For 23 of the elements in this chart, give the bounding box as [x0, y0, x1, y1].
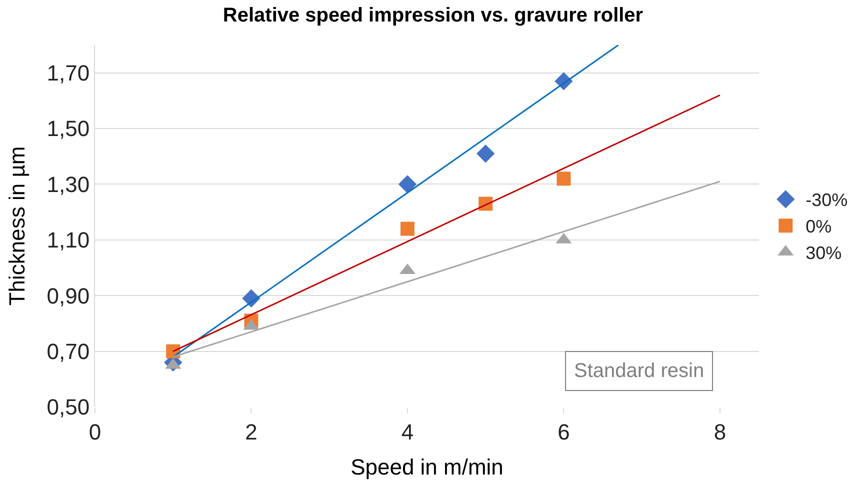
annotation: Standard resin — [574, 360, 704, 382]
y-tick-label: 1,10 — [46, 228, 90, 253]
x-tick-label: 0 — [88, 419, 102, 444]
y-tick-label: 1,70 — [46, 60, 90, 86]
x-tick-label: 4 — [401, 419, 414, 444]
x-tick-label: 8 — [714, 419, 726, 444]
y-tick-label: 0,50 — [46, 394, 90, 420]
legend-label: 30% — [806, 243, 842, 264]
point — [556, 172, 571, 186]
chart-title: Relative speed impression vs. gravure roller — [222, 4, 644, 26]
x-axis-title: Speed in m/min — [350, 454, 504, 480]
y-tick-label: 1,50 — [46, 116, 90, 142]
y-tick-label: 1,30 — [46, 172, 90, 197]
x-tick-label: 6 — [558, 419, 570, 444]
x-tick-label: 2 — [245, 419, 258, 444]
y-tick-label: 0,70 — [46, 339, 90, 364]
y-axis-title: Thickness in µm — [4, 146, 30, 306]
legend-label: 0% — [806, 216, 832, 237]
point — [476, 144, 495, 163]
y-tick-label: 0,90 — [46, 283, 90, 308]
point — [398, 175, 417, 194]
point — [400, 222, 414, 236]
legend-label: -30% — [806, 190, 848, 210]
